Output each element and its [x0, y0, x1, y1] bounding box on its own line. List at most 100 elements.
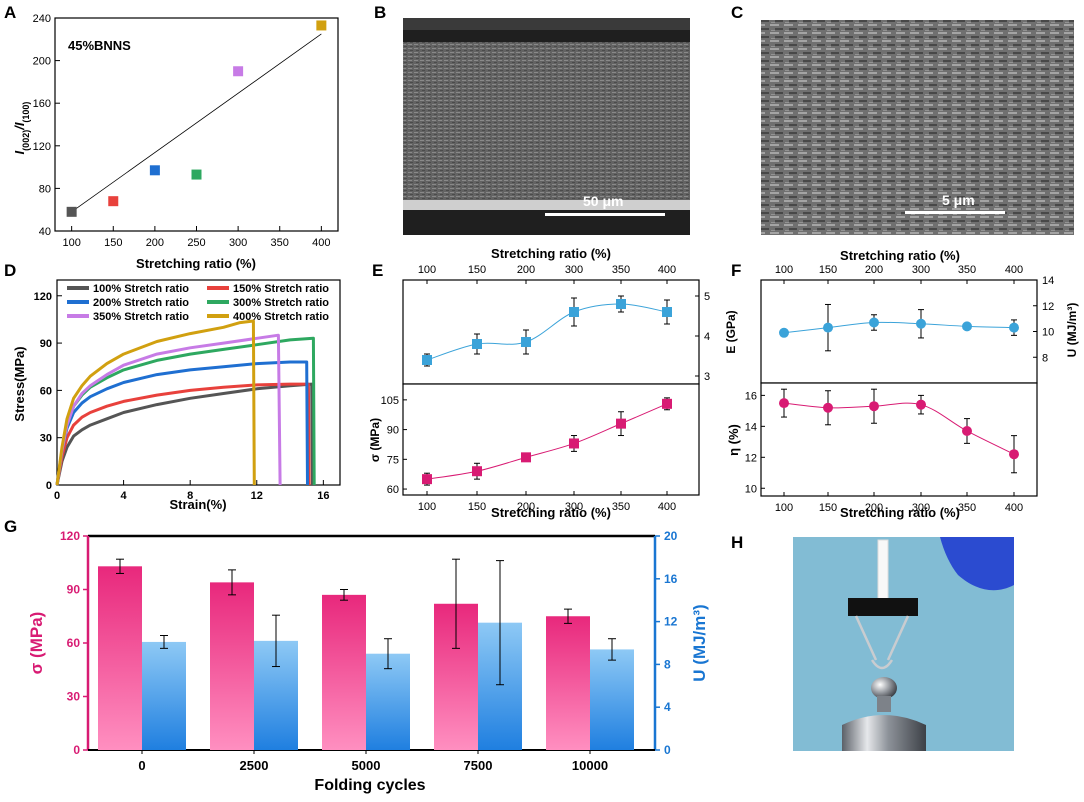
e-ytick-label: 105 [381, 395, 399, 407]
panel-d-xlabel: Strain(%) [169, 497, 226, 512]
f-top-xtick-label: 350 [958, 264, 976, 276]
f-xtick-label: 300 [912, 502, 930, 514]
panel-e-top-ylabel: E (GPa) [724, 310, 738, 353]
f-bottom-point [916, 399, 926, 410]
f-ytick-label: 14 [745, 421, 757, 433]
g-bar-sigma [210, 582, 254, 750]
e-top-point [569, 307, 579, 317]
clip-wire [854, 615, 910, 661]
f-bottom-point [779, 398, 789, 409]
sem-b-top-edge [403, 18, 690, 30]
f-ytick-label: 16 [745, 390, 757, 402]
a-ytick-label: 160 [33, 98, 51, 110]
panel-label-d: D [4, 261, 16, 280]
panel-e-bottom-ylabel: σ (MPa) [368, 418, 382, 462]
d-xtick-label: 12 [251, 490, 263, 502]
e-top-xtick-label: 350 [612, 264, 630, 276]
sem-c-cross-section [761, 20, 1074, 235]
sem-b-shading [403, 42, 690, 202]
panel-e-bottom-frame [402, 383, 700, 496]
e-top-xtick-label: 300 [565, 264, 583, 276]
panel-g-xlabel: Folding cycles [314, 777, 425, 794]
g-bar-sigma [546, 616, 590, 750]
f-top-point [962, 321, 972, 332]
d-ytick-label: 30 [40, 433, 52, 445]
panel-f-top-xlabel: Stretching ratio (%) [840, 248, 960, 263]
panel-f-bottom-frame [760, 382, 1038, 497]
a-ytick-label: 40 [39, 226, 51, 238]
e-top-point [521, 337, 531, 347]
g-right-ytick-label: 20 [664, 529, 678, 543]
d-xtick-label: 0 [54, 490, 60, 502]
weight-body [842, 715, 926, 751]
a-xtick-label: 100 [62, 237, 80, 249]
panel-a-xlabel: Stretching ratio (%) [136, 256, 256, 271]
e-xtick-label: 100 [418, 501, 436, 513]
d-legend-label: 350% Stretch ratio [93, 311, 189, 323]
panel-e-stacked: Stretching ratio (%) Stretching ratio (%… [368, 246, 738, 520]
sem-c-scale-label: 5 μm [942, 192, 975, 208]
d-series-line [55, 319, 256, 486]
panel-label-g: G [4, 517, 17, 536]
f-top-xtick-label: 200 [865, 264, 883, 276]
a-ytick-label: 120 [33, 141, 51, 153]
f-top-ytick-label: 14 [1042, 275, 1054, 287]
d-legend-label: 200% Stretch ratio [93, 297, 189, 309]
e-xtick-label: 350 [612, 501, 630, 513]
sem-b-bright-edge [403, 200, 690, 210]
e-bottom-point [422, 474, 432, 485]
d-xtick-label: 4 [121, 490, 128, 502]
f-top-xtick-label: 300 [912, 264, 930, 276]
d-ytick-label: 0 [46, 480, 52, 492]
panel-a-frame [54, 17, 339, 232]
a-point [66, 206, 77, 217]
panel-label-f: F [731, 261, 741, 280]
sem-c-scale-bar [905, 211, 1005, 214]
g-xtick-label: 2500 [240, 758, 269, 773]
panel-g-bar: 0 30 60 90 120 0 4 8 12 16 20 0 2500 5000 7500 10000 Fo… [27, 529, 709, 794]
e-bottom-point [569, 438, 579, 449]
a-point [316, 20, 327, 31]
a-xtick-label: 200 [146, 237, 164, 249]
d-legend-label: 150% Stretch ratio [233, 283, 329, 295]
e-top-xtick-label: 150 [468, 264, 486, 276]
panel-e-xlabel: Stretching ratio (%) [491, 505, 611, 520]
g-right-ytick-label: 0 [664, 743, 671, 757]
e-ytick-label: 75 [387, 454, 399, 466]
d-legend-label: 300% Stretch ratio [233, 297, 329, 309]
g-left-ytick-label: 120 [60, 529, 80, 543]
glove-icon [940, 537, 1014, 591]
g-xtick-label: 10000 [572, 758, 608, 773]
sem-b-scale-bar [545, 213, 665, 216]
e-bottom-point [472, 466, 482, 477]
panel-label-a: A [4, 3, 16, 22]
f-top-xtick-label: 100 [775, 264, 793, 276]
weight-knob [871, 677, 897, 699]
e-top-point [616, 299, 626, 309]
panel-d-stress-strain: 0 4 8 12 16 0 30 60 90 120 100% Stretch ratio 150%… [12, 279, 341, 512]
a-point [108, 196, 119, 207]
g-right-ytick-label: 4 [664, 700, 671, 714]
f-xtick-label: 100 [775, 502, 793, 514]
binder-clip [848, 598, 918, 616]
d-legend-label: 400% Stretch ratio [233, 311, 329, 323]
f-xtick-label: 200 [865, 502, 883, 514]
panel-f-top-frame [760, 279, 1038, 384]
g-right-ytick-label: 12 [664, 615, 678, 629]
a-ytick-label: 200 [33, 56, 51, 68]
film-strip [877, 539, 889, 603]
photo-h [793, 537, 1014, 751]
panel-d-frame [56, 279, 341, 486]
f-top-ytick-label: 12 [1042, 301, 1054, 313]
e-top-xtick-label: 200 [517, 264, 535, 276]
f-xtick-label: 350 [958, 502, 976, 514]
g-right-ytick-label: 8 [664, 657, 671, 671]
f-top-point [916, 318, 926, 329]
e-bottom-point [616, 418, 626, 429]
d-xtick-label: 8 [187, 490, 193, 502]
d-ytick-label: 120 [34, 291, 52, 303]
e-bottom-point [662, 398, 672, 409]
a-xtick-label: 400 [312, 237, 330, 249]
f-top-point [1009, 322, 1019, 333]
